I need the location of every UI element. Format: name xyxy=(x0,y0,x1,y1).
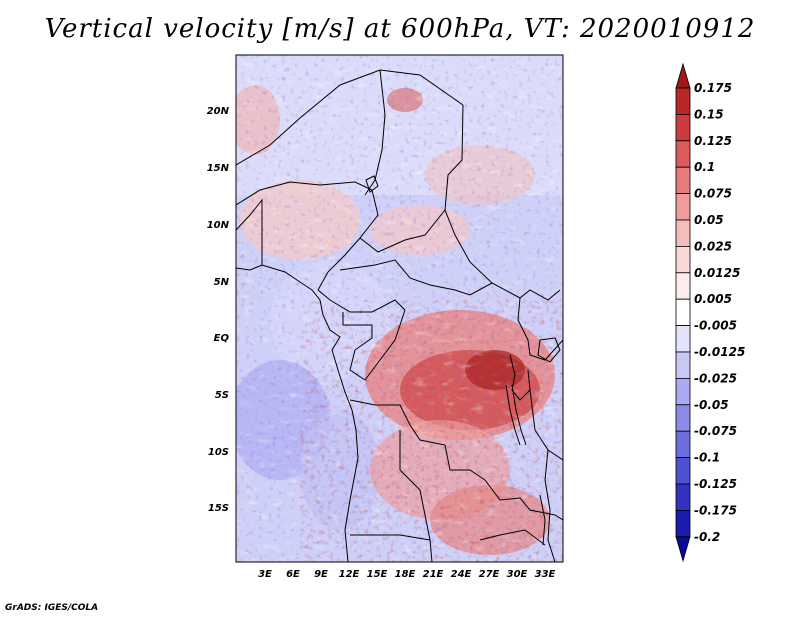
colorbar-swatch xyxy=(675,140,691,168)
lat-tick-label: 20N xyxy=(207,106,230,117)
colorbar-label: -0.075 xyxy=(694,424,737,438)
border-namibia xyxy=(350,534,431,541)
colorbar-label: -0.175 xyxy=(694,503,737,517)
lat-tick-label: 10S xyxy=(208,447,229,458)
colorbar-swatch xyxy=(675,272,691,300)
border-malawi xyxy=(544,449,556,562)
border-cameroon-gabon xyxy=(317,289,406,313)
border-drc-angola xyxy=(349,399,486,481)
colorbar-label: -0.0125 xyxy=(694,345,745,359)
lake-victoria xyxy=(537,337,561,363)
colorbar: 0.175 0.15 0.125 0.1 0.075 0.05 0.025 0.0125 0.0… xyxy=(675,62,745,563)
lat-tick-label: 15S xyxy=(208,503,229,514)
border-zambia xyxy=(484,479,563,521)
colorbar-label: 0.0125 xyxy=(694,266,740,280)
lon-tick-label: 24E xyxy=(451,569,472,580)
colorbar-swatch xyxy=(675,245,691,274)
colorbar-swatch xyxy=(675,377,691,406)
colorbar-swatch xyxy=(675,62,691,89)
colorbar-label: 0.15 xyxy=(694,107,724,121)
colorbar-label: 0.005 xyxy=(694,292,732,306)
colorbar-swatch xyxy=(675,325,691,353)
lat-tick-label: 5S xyxy=(215,390,229,401)
border-south-sudan xyxy=(519,289,561,301)
border-car-drc xyxy=(339,259,493,296)
colorbar-swatch xyxy=(675,483,691,511)
lat-tick-label: EQ xyxy=(214,333,230,344)
lon-tick-label: 21E xyxy=(423,569,444,580)
vertical-velocity-field xyxy=(236,55,563,562)
border-nigeria-niger xyxy=(236,181,373,206)
border-rwanda-burundi xyxy=(509,354,531,401)
coastline xyxy=(236,264,359,562)
colorbar-label: -0.005 xyxy=(694,319,737,333)
border-angola-zambia xyxy=(399,430,433,562)
border-nigeria-cameroon xyxy=(317,189,379,291)
lon-tick-label: 18E xyxy=(395,569,416,580)
border-chad-car xyxy=(359,209,446,253)
border-benin xyxy=(236,198,263,265)
colorbar-label: 0.075 xyxy=(694,187,732,201)
country-borders xyxy=(236,69,563,562)
border-uganda xyxy=(517,297,563,361)
colorbar-swatch xyxy=(675,457,691,485)
border-chad-sudan xyxy=(444,104,521,299)
lon-tick-label: 12E xyxy=(339,569,360,580)
lat-tick-label: 15N xyxy=(207,163,230,174)
lon-tick-label: 3E xyxy=(258,569,272,580)
lake-tanganyika xyxy=(505,384,527,446)
colorbar-swatch xyxy=(675,298,691,327)
colorbar-swatch xyxy=(675,166,691,194)
longitude-tick-labels: 3E 6E 9E 12E 15E 18E 21E 24E 27E 30E 33E xyxy=(258,569,555,580)
colorbar-swatch xyxy=(675,193,691,221)
border-libya-chad xyxy=(364,69,386,196)
credit-label: GrADS: IGES/COLA xyxy=(5,603,99,613)
map-frame xyxy=(235,54,564,563)
border-niger-algeria xyxy=(236,69,464,166)
colorbar-swatch xyxy=(675,509,691,538)
colorbar-label: -0.05 xyxy=(694,398,729,412)
lon-tick-label: 33E xyxy=(535,569,556,580)
lake-chad xyxy=(365,175,379,193)
lake-malawi xyxy=(539,494,546,546)
colorbar-label: 0.125 xyxy=(694,134,732,148)
border-zimbabwe xyxy=(479,529,546,546)
colorbar-label: 0.05 xyxy=(694,213,724,227)
colorbar-label: -0.2 xyxy=(694,530,720,544)
colorbar-swatch xyxy=(675,404,691,432)
colorbar-label: 0.175 xyxy=(694,81,732,95)
colorbar-swatch xyxy=(675,430,691,459)
colorbar-swatch xyxy=(675,114,691,142)
colorbar-label: 0.1 xyxy=(694,160,715,174)
colorbar-label: -0.1 xyxy=(694,451,720,465)
colorbar-label: 0.025 xyxy=(694,239,732,253)
border-congo xyxy=(342,309,406,381)
lon-tick-label: 6E xyxy=(286,569,300,580)
lon-tick-label: 9E xyxy=(314,569,328,580)
lon-tick-label: 15E xyxy=(367,569,388,580)
colorbar-label: -0.125 xyxy=(694,477,737,491)
lat-tick-label: 10N xyxy=(207,220,230,231)
lat-tick-label: 5N xyxy=(214,277,230,288)
colorbar-swatch xyxy=(675,351,691,379)
lon-tick-label: 30E xyxy=(507,569,528,580)
latitude-tick-labels: 20N 15N 10N 5N EQ 5S 10S 15S xyxy=(207,106,230,514)
colorbar-label: -0.025 xyxy=(694,371,737,385)
colorbar-swatch xyxy=(675,536,691,563)
lon-tick-label: 27E xyxy=(479,569,500,580)
colorbar-swatch xyxy=(675,219,691,247)
colorbar-swatch xyxy=(675,87,691,115)
map-title: Vertical velocity [m/s] at 600hPa, VT: 2… xyxy=(44,14,756,44)
border-tanzania xyxy=(529,389,563,461)
